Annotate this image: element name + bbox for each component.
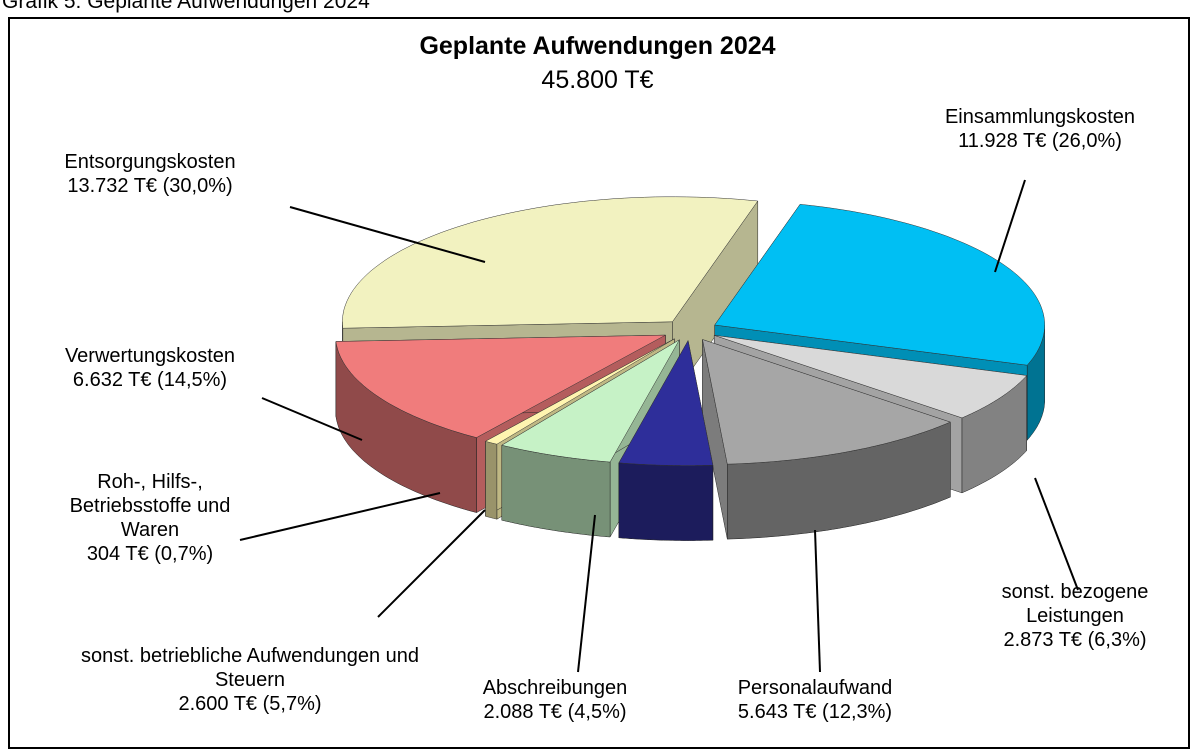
slice	[618, 339, 714, 541]
category-label: Entsorgungskosten	[64, 151, 236, 173]
slice	[714, 335, 1028, 419]
leader-line	[1034, 477, 1079, 591]
value-label: 11.928 T€ (26,0%)	[958, 130, 1122, 152]
slice-side	[485, 440, 498, 520]
slice	[702, 339, 952, 540]
data-label: Personalaufwand 5.643 T€ (12,3%)	[685, 676, 945, 724]
slice	[485, 338, 675, 445]
value-label: 2.873 T€ (6,3%)	[1003, 629, 1147, 651]
data-label: Roh-, Hilfs-, Betriebsstoffe und Waren 30…	[55, 470, 245, 566]
data-label: Abschreibungen 2.088 T€ (4,5%)	[425, 676, 685, 724]
category-label: Abschreibungen	[482, 677, 628, 699]
slice	[501, 339, 681, 463]
leader-line	[261, 397, 363, 441]
category-label: Personalaufwand	[737, 677, 893, 699]
data-label: Einsammlungskosten 11.928 T€ (26,0%)	[910, 105, 1170, 153]
chart-title: Geplante Aufwendungen 2024	[419, 32, 776, 60]
leader-line	[377, 509, 486, 618]
leader-line	[289, 206, 486, 263]
leader-line	[239, 492, 441, 541]
value-label: 304 T€ (0,7%)	[86, 543, 214, 565]
value-label: 2.600 T€ (5,7%)	[178, 693, 322, 715]
data-label: Entsorgungskosten 13.732 T€ (30,0%)	[20, 150, 280, 198]
category-label: Verwertungskosten	[64, 345, 236, 367]
leader-line	[994, 179, 1026, 273]
value-label: 5.643 T€ (12,3%)	[737, 701, 893, 723]
slice	[618, 339, 714, 466]
value-label: 6.632 T€ (14,5%)	[72, 369, 228, 391]
category-label: Roh-, Hilfs-, Betriebsstoffe und Waren	[69, 471, 231, 541]
chart-subtitle: 45.800 T€	[541, 66, 654, 94]
slice	[335, 334, 666, 438]
category-label: sonst. betriebliche Aufwendungen und Ste…	[80, 645, 420, 691]
value-label: 13.732 T€ (30,0%)	[67, 175, 233, 197]
leader-line	[814, 529, 821, 673]
value-label: 2.088 T€ (4,5%)	[483, 701, 627, 723]
slice	[702, 339, 952, 465]
caption: Grafik 5: Geplante Aufwendungen 2024	[2, 0, 370, 13]
slice	[714, 204, 1045, 366]
data-label: sonst. betriebliche Aufwendungen und Ste…	[60, 644, 440, 716]
leader-line	[577, 514, 596, 673]
slice	[342, 196, 759, 329]
slice-side	[618, 462, 714, 541]
chart-border	[8, 17, 1190, 749]
category-label: Einsammlungskosten	[944, 106, 1136, 128]
category-label: sonst. bezogene Leistungen	[1001, 581, 1149, 627]
data-label: Verwertungskosten 6.632 T€ (14,5%)	[20, 344, 280, 392]
data-label: sonst. bezogene Leistungen 2.873 T€ (6,3%…	[990, 580, 1160, 652]
